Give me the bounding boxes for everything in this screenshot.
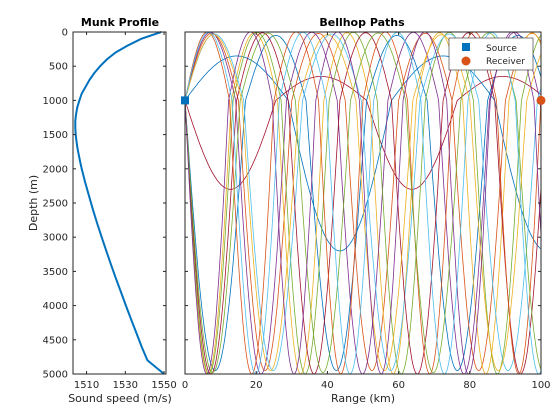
munk-ytick-label: 1500	[43, 130, 68, 141]
ray-path	[184, 76, 542, 190]
munk-ytick-label: 2000	[43, 164, 68, 175]
legend-receiver-label: Receiver	[486, 57, 525, 67]
ray-path	[184, 55, 542, 252]
munk-ytick-label: 5000	[43, 370, 68, 381]
munk-ytick-label: 3500	[43, 267, 68, 278]
munk-ytick-label: 0	[62, 28, 68, 39]
ray-path	[184, 33, 542, 372]
legend-source-label: Source	[486, 44, 517, 54]
bellhop-xtick-label: 80	[463, 380, 476, 391]
munk-profile-panel: Munk Profile 0 500 1000 1500 2000 2500 3000 350…	[27, 16, 177, 405]
munk-curve-layer	[74, 31, 165, 375]
munk-curve	[74, 31, 165, 375]
munk-ylabel: Depth (m)	[27, 175, 40, 231]
marker-layer	[181, 95, 546, 105]
munk-ytick-label: 2500	[43, 199, 68, 210]
bellhop-xtick-label: 0	[182, 380, 188, 391]
ray-path	[184, 32, 542, 372]
ray-path	[184, 32, 542, 375]
munk-ytick-label: 1000	[43, 96, 68, 107]
bellhop-x-ticks: 0 20 40 60 80 100	[182, 32, 551, 391]
bellhop-xtick-label: 100	[531, 380, 550, 391]
bellhop-xtick-label: 20	[250, 380, 263, 391]
bellhop-title: Bellhop Paths	[319, 16, 405, 29]
ray-layer	[184, 31, 542, 375]
munk-xlabel: Sound speed (m/s)	[68, 392, 172, 405]
munk-ytick-label: 500	[49, 62, 68, 73]
bellhop-xtick-label: 40	[321, 380, 334, 391]
munk-ytick-label: 3000	[43, 233, 68, 244]
legend-receiver-swatch	[461, 56, 471, 66]
legend: Source Receiver	[448, 37, 534, 71]
munk-xtick-label: 1510	[74, 380, 99, 391]
munk-x-ticks: 1510 1530 1550	[74, 32, 177, 391]
munk-y-ticks: 0 500 1000 1500 2000 2500 3000 3500 4000 4500 5000	[43, 28, 166, 381]
munk-ytick-label: 4500	[43, 335, 68, 346]
legend-source-swatch	[462, 43, 470, 51]
bellhop-xlabel: Range (km)	[331, 392, 395, 405]
ray-path	[184, 31, 542, 375]
munk-profile-title: Munk Profile	[81, 16, 159, 29]
source-marker	[181, 96, 189, 105]
munk-ytick-label: 4000	[43, 301, 68, 312]
munk-xtick-label: 1530	[113, 380, 138, 391]
munk-xtick-label: 1550	[151, 380, 176, 391]
ray-path	[184, 31, 542, 375]
bellhop-xtick-label: 60	[392, 380, 405, 391]
bellhop-panel: Bellhop Paths 0 20 40 60 80 100 Range (km) So…	[181, 16, 551, 405]
ray-path	[184, 34, 542, 372]
receiver-marker	[536, 95, 546, 105]
